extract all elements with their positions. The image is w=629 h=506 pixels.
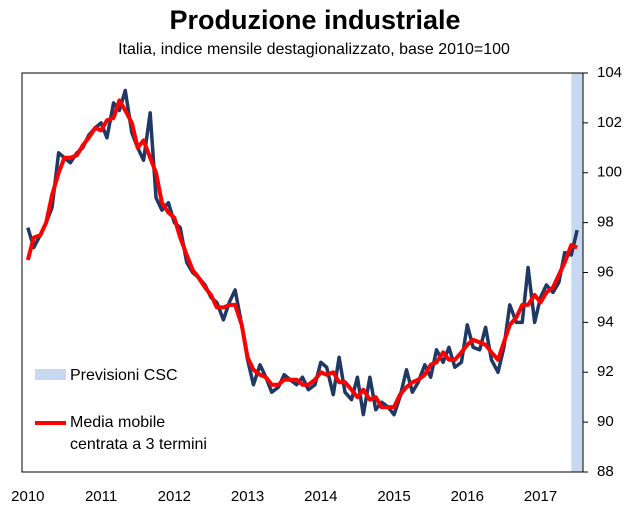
y-tick-label: 102	[597, 114, 622, 131]
y-tick-label: 92	[597, 363, 614, 380]
x-tick-label: 2011	[85, 488, 117, 505]
y-tick-label: 90	[597, 413, 614, 430]
chart-title: Produzione industriale	[169, 5, 460, 35]
legend-label: Previsioni CSC	[70, 367, 178, 384]
y-tick-label: 104	[597, 64, 622, 81]
x-tick-label: 2014	[304, 488, 337, 505]
x-tick-label: 2015	[377, 488, 410, 505]
y-tick-label: 96	[597, 263, 614, 280]
x-tick-label: 2010	[11, 488, 44, 505]
x-tick-label: 2013	[231, 488, 264, 505]
y-tick-label: 94	[597, 313, 614, 330]
legend-label: Media mobile centrata a 3 termini	[70, 414, 207, 453]
forecast-band	[571, 73, 583, 472]
x-tick-label: 2012	[158, 488, 191, 505]
x-tick-label: 2016	[451, 488, 484, 505]
y-tick-label: 98	[597, 214, 614, 231]
y-tick-label: 100	[597, 164, 622, 181]
legend-swatch	[35, 369, 66, 380]
series-line	[26, 88, 579, 417]
chart-subtitle: Italia, indice mensile destagionalizzato…	[118, 41, 510, 58]
y-tick-label: 88	[597, 463, 614, 480]
x-tick-label: 2017	[524, 488, 557, 505]
series-line	[25, 98, 578, 410]
